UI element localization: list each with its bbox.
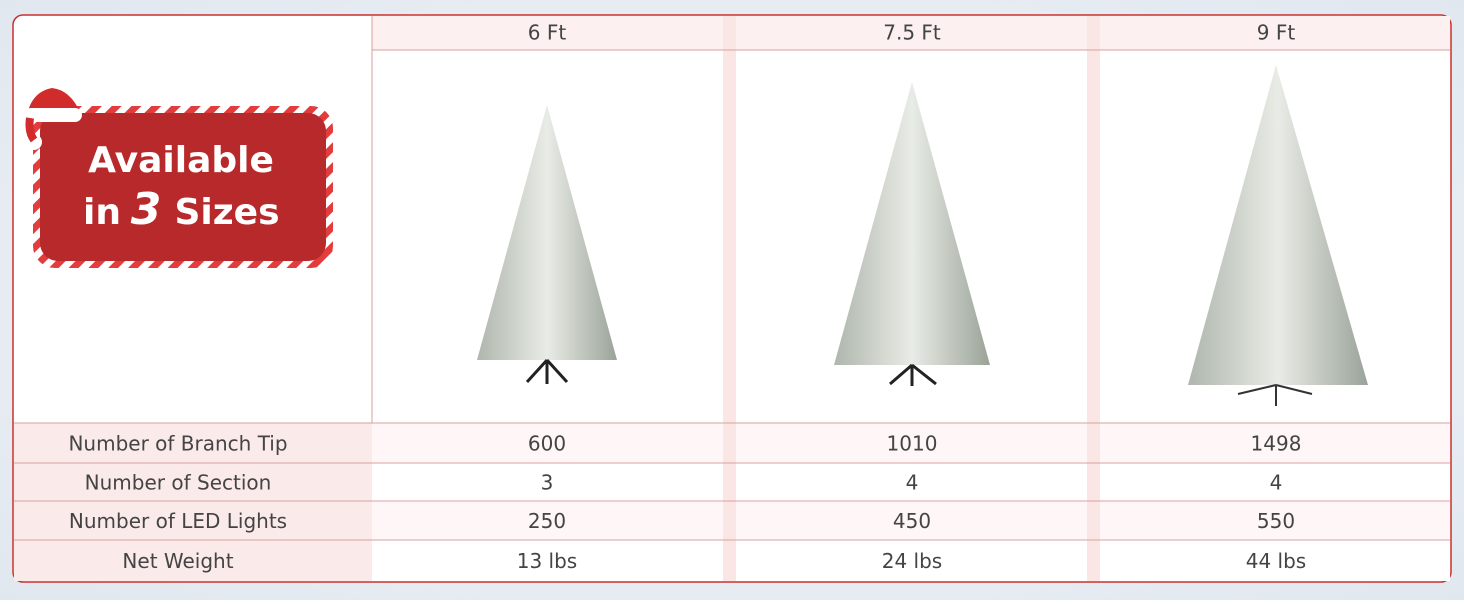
tree-image bbox=[1188, 65, 1368, 406]
cell-value: 550 bbox=[1257, 509, 1295, 533]
cell-bg bbox=[1100, 540, 1450, 581]
cell-bg bbox=[1100, 501, 1450, 540]
cell-bg bbox=[372, 540, 723, 581]
cell-bg bbox=[1100, 423, 1450, 463]
column-header: 7.5 Ft bbox=[883, 21, 941, 45]
cell-value: 1010 bbox=[887, 432, 938, 456]
cell-value: 4 bbox=[906, 471, 919, 495]
cell-value: 24 lbs bbox=[882, 549, 942, 573]
badge-text: Sizes bbox=[174, 192, 279, 233]
cell-bg bbox=[736, 501, 1087, 540]
row-label-bg bbox=[14, 423, 372, 463]
badge-text: Available bbox=[88, 140, 274, 181]
cell-value: 600 bbox=[528, 432, 566, 456]
cell-bg bbox=[736, 423, 1087, 463]
cell-value: 44 lbs bbox=[1246, 549, 1306, 573]
row-label-bg bbox=[14, 501, 372, 540]
cell-value: 250 bbox=[528, 509, 566, 533]
column-gap bbox=[1087, 16, 1100, 581]
header-band bbox=[372, 16, 1450, 50]
cell-value: 450 bbox=[893, 509, 931, 533]
row-label-bg bbox=[14, 540, 372, 581]
column-gap bbox=[723, 16, 736, 581]
cell-bg bbox=[372, 463, 723, 501]
cell-bg bbox=[372, 501, 723, 540]
tree-image bbox=[834, 82, 990, 386]
row-label: Number of Branch Tip bbox=[68, 432, 287, 456]
row-label: Net Weight bbox=[122, 549, 233, 573]
cell-bg bbox=[1100, 463, 1450, 501]
tree-image bbox=[477, 105, 617, 384]
badge-text: in bbox=[83, 192, 121, 233]
cell-value: 3 bbox=[541, 471, 554, 495]
row-label: Number of LED Lights bbox=[69, 509, 287, 533]
cell-value: 1498 bbox=[1251, 432, 1302, 456]
cell-value: 4 bbox=[1270, 471, 1283, 495]
row-label: Number of Section bbox=[85, 471, 272, 495]
size-badge: Available in 3 Sizes bbox=[24, 88, 333, 268]
cell-bg bbox=[372, 423, 723, 463]
cell-bg bbox=[736, 463, 1087, 501]
cell-value: 13 lbs bbox=[517, 549, 577, 573]
cell-bg bbox=[736, 540, 1087, 581]
badge-number: 3 bbox=[131, 184, 162, 235]
column-header: 6 Ft bbox=[528, 21, 567, 45]
column-header: 9 Ft bbox=[1257, 21, 1296, 45]
row-label-bg bbox=[14, 463, 372, 501]
